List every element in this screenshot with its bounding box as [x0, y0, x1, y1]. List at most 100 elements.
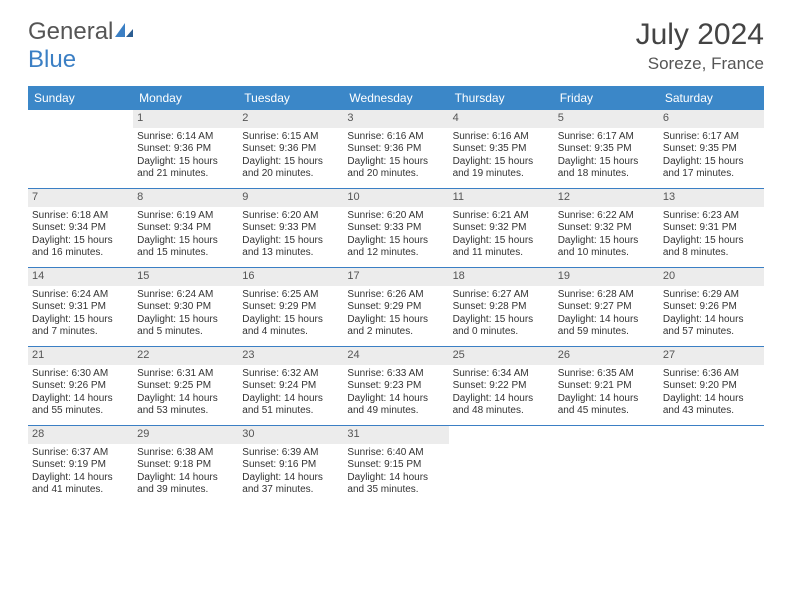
- daylight-line: Daylight: 14 hours and 43 minutes.: [663, 393, 760, 418]
- sunset-line: Sunset: 9:19 PM: [32, 459, 129, 472]
- daylight-line: Daylight: 15 hours and 8 minutes.: [663, 235, 760, 260]
- day-number: 3: [343, 110, 448, 128]
- daylight-line: Daylight: 15 hours and 18 minutes.: [558, 156, 655, 181]
- sunrise-line: Sunrise: 6:40 AM: [347, 447, 444, 460]
- daylight-line: Daylight: 14 hours and 57 minutes.: [663, 314, 760, 339]
- calendar-cell: 30 Sunrise: 6:39 AMSunset: 9:16 PMDayligh…: [238, 426, 343, 504]
- calendar-cell: 4Sunrise: 6:16 AMSunset: 9:35 PMDaylight…: [449, 110, 554, 188]
- sunrise-line: Sunrise: 6:21 AM: [453, 210, 550, 223]
- sunset-line: Sunset: 9:36 PM: [242, 143, 339, 156]
- calendar-cell: 2Sunrise: 6:15 AMSunset: 9:36 PMDaylight…: [238, 110, 343, 188]
- day-number: 26: [554, 347, 659, 365]
- sunset-line: Sunset: 9:29 PM: [347, 301, 444, 314]
- sunrise-line: Sunrise: 6:16 AM: [453, 131, 550, 144]
- sunrise-line: Sunrise: 6:24 AM: [32, 289, 129, 302]
- calendar-cell: .: [28, 110, 133, 188]
- calendar-cell: 24Sunrise: 6:33 AMSunset: 9:23 PMDayligh…: [343, 347, 448, 425]
- calendar-cell: 26Sunrise: 6:35 AMSunset: 9:21 PMDayligh…: [554, 347, 659, 425]
- day-number: 14: [28, 268, 133, 286]
- daylight-line: Daylight: 14 hours and 37 minutes.: [242, 472, 339, 497]
- calendar-grid: .1Sunrise: 6:14 AMSunset: 9:36 PMDayligh…: [28, 110, 764, 504]
- calendar-cell: 18Sunrise: 6:27 AMSunset: 9:28 PMDayligh…: [449, 268, 554, 346]
- daylight-line: Daylight: 14 hours and 51 minutes.: [242, 393, 339, 418]
- daylight-line: Daylight: 15 hours and 19 minutes.: [453, 156, 550, 181]
- weekday-header: Monday: [133, 86, 238, 110]
- sunrise-line: Sunrise: 6:38 AM: [137, 447, 234, 460]
- calendar-week: .1Sunrise: 6:14 AMSunset: 9:36 PMDayligh…: [28, 110, 764, 189]
- calendar-cell: 6Sunrise: 6:17 AMSunset: 9:35 PMDaylight…: [659, 110, 764, 188]
- day-number: 24: [343, 347, 448, 365]
- calendar-cell: 20Sunrise: 6:29 AMSunset: 9:26 PMDayligh…: [659, 268, 764, 346]
- day-number: 5: [554, 110, 659, 128]
- calendar-cell: 7Sunrise: 6:18 AMSunset: 9:34 PMDaylight…: [28, 189, 133, 267]
- sunrise-line: Sunrise: 6:17 AM: [663, 131, 760, 144]
- day-number: 2: [238, 110, 343, 128]
- calendar-cell: 29Sunrise: 6:38 AMSunset: 9:18 PMDayligh…: [133, 426, 238, 504]
- sunrise-line: Sunrise: 6:23 AM: [663, 210, 760, 223]
- calendar-cell: 22Sunrise: 6:31 AMSunset: 9:25 PMDayligh…: [133, 347, 238, 425]
- sunrise-line: Sunrise: 6:22 AM: [558, 210, 655, 223]
- daylight-line: Daylight: 15 hours and 0 minutes.: [453, 314, 550, 339]
- sunset-line: Sunset: 9:21 PM: [558, 380, 655, 393]
- sunset-line: Sunset: 9:34 PM: [137, 222, 234, 235]
- daylight-line: Daylight: 15 hours and 17 minutes.: [663, 156, 760, 181]
- day-number: 28: [28, 426, 133, 444]
- sunset-line: Sunset: 9:35 PM: [663, 143, 760, 156]
- weekday-header: Friday: [554, 86, 659, 110]
- sunset-line: Sunset: 9:25 PM: [137, 380, 234, 393]
- sunset-line: Sunset: 9:34 PM: [32, 222, 129, 235]
- sunrise-line: Sunrise: 6:17 AM: [558, 131, 655, 144]
- sunset-line: Sunset: 9:31 PM: [32, 301, 129, 314]
- day-number: 22: [133, 347, 238, 365]
- calendar-week: 14Sunrise: 6:24 AMSunset: 9:31 PMDayligh…: [28, 268, 764, 347]
- calendar-cell: 15Sunrise: 6:24 AMSunset: 9:30 PMDayligh…: [133, 268, 238, 346]
- sunrise-line: Sunrise: 6:39 AM: [242, 447, 339, 460]
- day-number: 10: [343, 189, 448, 207]
- brand-text: GeneralBlue: [28, 18, 135, 74]
- day-number: 25: [449, 347, 554, 365]
- calendar-cell: 31Sunrise: 6:40 AMSunset: 9:15 PMDayligh…: [343, 426, 448, 504]
- daylight-line: Daylight: 15 hours and 21 minutes.: [137, 156, 234, 181]
- daylight-line: Daylight: 14 hours and 53 minutes.: [137, 393, 234, 418]
- sunrise-line: Sunrise: 6:30 AM: [32, 368, 129, 381]
- calendar-week: 21Sunrise: 6:30 AMSunset: 9:26 PMDayligh…: [28, 347, 764, 426]
- sunrise-line: Sunrise: 6:25 AM: [242, 289, 339, 302]
- daylight-line: Daylight: 15 hours and 7 minutes.: [32, 314, 129, 339]
- day-number: 11: [449, 189, 554, 207]
- sunset-line: Sunset: 9:33 PM: [347, 222, 444, 235]
- day-number: 8: [133, 189, 238, 207]
- sunrise-line: Sunrise: 6:19 AM: [137, 210, 234, 223]
- daylight-line: Daylight: 15 hours and 10 minutes.: [558, 235, 655, 260]
- month-title: July 2024: [636, 18, 764, 52]
- title-block: July 2024 Soreze, France: [636, 18, 764, 74]
- sunset-line: Sunset: 9:20 PM: [663, 380, 760, 393]
- day-number: 19: [554, 268, 659, 286]
- day-number: 1: [133, 110, 238, 128]
- sunset-line: Sunset: 9:16 PM: [242, 459, 339, 472]
- brand-part1: General: [28, 18, 113, 45]
- weekday-header-row: SundayMondayTuesdayWednesdayThursdayFrid…: [28, 86, 764, 110]
- calendar-cell: 23Sunrise: 6:32 AMSunset: 9:24 PMDayligh…: [238, 347, 343, 425]
- day-number: 30: [238, 426, 343, 444]
- sunset-line: Sunset: 9:29 PM: [242, 301, 339, 314]
- calendar-cell: 19Sunrise: 6:28 AMSunset: 9:27 PMDayligh…: [554, 268, 659, 346]
- calendar-cell: 27Sunrise: 6:36 AMSunset: 9:20 PMDayligh…: [659, 347, 764, 425]
- sunset-line: Sunset: 9:30 PM: [137, 301, 234, 314]
- day-number: 18: [449, 268, 554, 286]
- daylight-line: Daylight: 14 hours and 48 minutes.: [453, 393, 550, 418]
- daylight-line: Daylight: 14 hours and 49 minutes.: [347, 393, 444, 418]
- brand-part2: Blue: [28, 46, 76, 73]
- sunrise-line: Sunrise: 6:26 AM: [347, 289, 444, 302]
- sunrise-line: Sunrise: 6:33 AM: [347, 368, 444, 381]
- sunset-line: Sunset: 9:36 PM: [347, 143, 444, 156]
- day-number: 4: [449, 110, 554, 128]
- sunset-line: Sunset: 9:32 PM: [558, 222, 655, 235]
- daylight-line: Daylight: 15 hours and 12 minutes.: [347, 235, 444, 260]
- sunset-line: Sunset: 9:18 PM: [137, 459, 234, 472]
- sunrise-line: Sunrise: 6:15 AM: [242, 131, 339, 144]
- day-number: 21: [28, 347, 133, 365]
- weekday-header: Thursday: [449, 86, 554, 110]
- calendar-cell: 10Sunrise: 6:20 AMSunset: 9:33 PMDayligh…: [343, 189, 448, 267]
- sunset-line: Sunset: 9:26 PM: [663, 301, 760, 314]
- sunset-line: Sunset: 9:22 PM: [453, 380, 550, 393]
